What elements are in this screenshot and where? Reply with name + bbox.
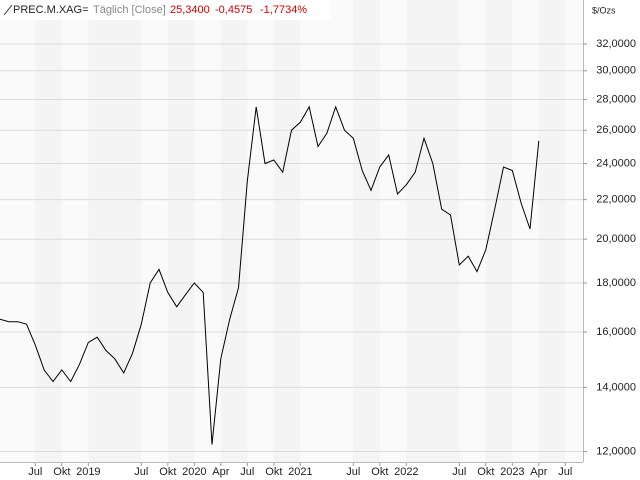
band — [247, 0, 274, 462]
band — [88, 0, 142, 462]
x-tick-label: Okt — [53, 466, 70, 478]
y-tick-label: 12,0000 — [596, 445, 636, 457]
y-tick-label: 18,0000 — [596, 277, 636, 289]
x-tick-label: Okt — [265, 466, 282, 478]
y-unit: $/Ozs — [592, 5, 616, 15]
band — [141, 0, 168, 462]
band — [406, 0, 460, 462]
bands — [0, 0, 583, 462]
grid — [0, 43, 583, 466]
y-tick-label: 14,0000 — [596, 381, 636, 393]
band — [61, 0, 89, 462]
band — [194, 0, 221, 462]
x-tick-label: 2019 — [76, 466, 100, 478]
x-tick-label: Okt — [371, 466, 388, 478]
x-tick-label: 2022 — [394, 466, 418, 478]
x-tick-label: Jul — [346, 466, 360, 478]
band — [353, 0, 380, 462]
price-line — [0, 105, 540, 445]
band — [35, 0, 62, 462]
x-tick-label: Jul — [558, 466, 572, 478]
x-tick-label: Jul — [240, 466, 254, 478]
y-tick-label: 26,0000 — [596, 124, 636, 136]
y-tick-label: 30,0000 — [596, 65, 636, 77]
band — [459, 0, 486, 462]
chart-title: PREC.M.XAG= — [13, 4, 89, 16]
band — [512, 0, 539, 462]
change-pct: -1,7734% — [260, 4, 307, 16]
band — [167, 0, 195, 462]
plot — [0, 105, 540, 445]
band — [0, 0, 36, 462]
y-tick-label: 32,0000 — [596, 38, 636, 50]
x-tick-label: Jul — [28, 466, 42, 478]
x-tick-label: Okt — [159, 466, 176, 478]
x-tick-label: Apr — [530, 466, 547, 478]
x-tick-label: Okt — [477, 466, 494, 478]
last-value: 25,3400 — [170, 4, 210, 16]
y-tick-label: 28,0000 — [596, 93, 636, 105]
band — [538, 0, 566, 462]
band — [379, 0, 407, 462]
y-tick-label: 16,0000 — [596, 326, 636, 338]
x-tick-label: 2021 — [288, 466, 312, 478]
x-tick-label: 2023 — [500, 466, 524, 478]
change: -0,4575 — [215, 4, 252, 16]
x-tick-label: 2020 — [182, 466, 206, 478]
y-tick-label: 24,0000 — [596, 157, 636, 169]
header-bg — [0, 0, 330, 20]
x-tick-label: Jul — [134, 466, 148, 478]
y-tick-label: 22,0000 — [596, 194, 636, 206]
subtitle: Täglich [Close] — [93, 4, 166, 16]
y-tick-label: 20,0000 — [596, 233, 636, 245]
x-tick-label: Jul — [452, 466, 466, 478]
band — [300, 0, 354, 462]
x-tick-label: Apr — [212, 466, 229, 478]
band — [565, 0, 583, 462]
band — [273, 0, 301, 462]
line-icon — [3, 4, 13, 16]
